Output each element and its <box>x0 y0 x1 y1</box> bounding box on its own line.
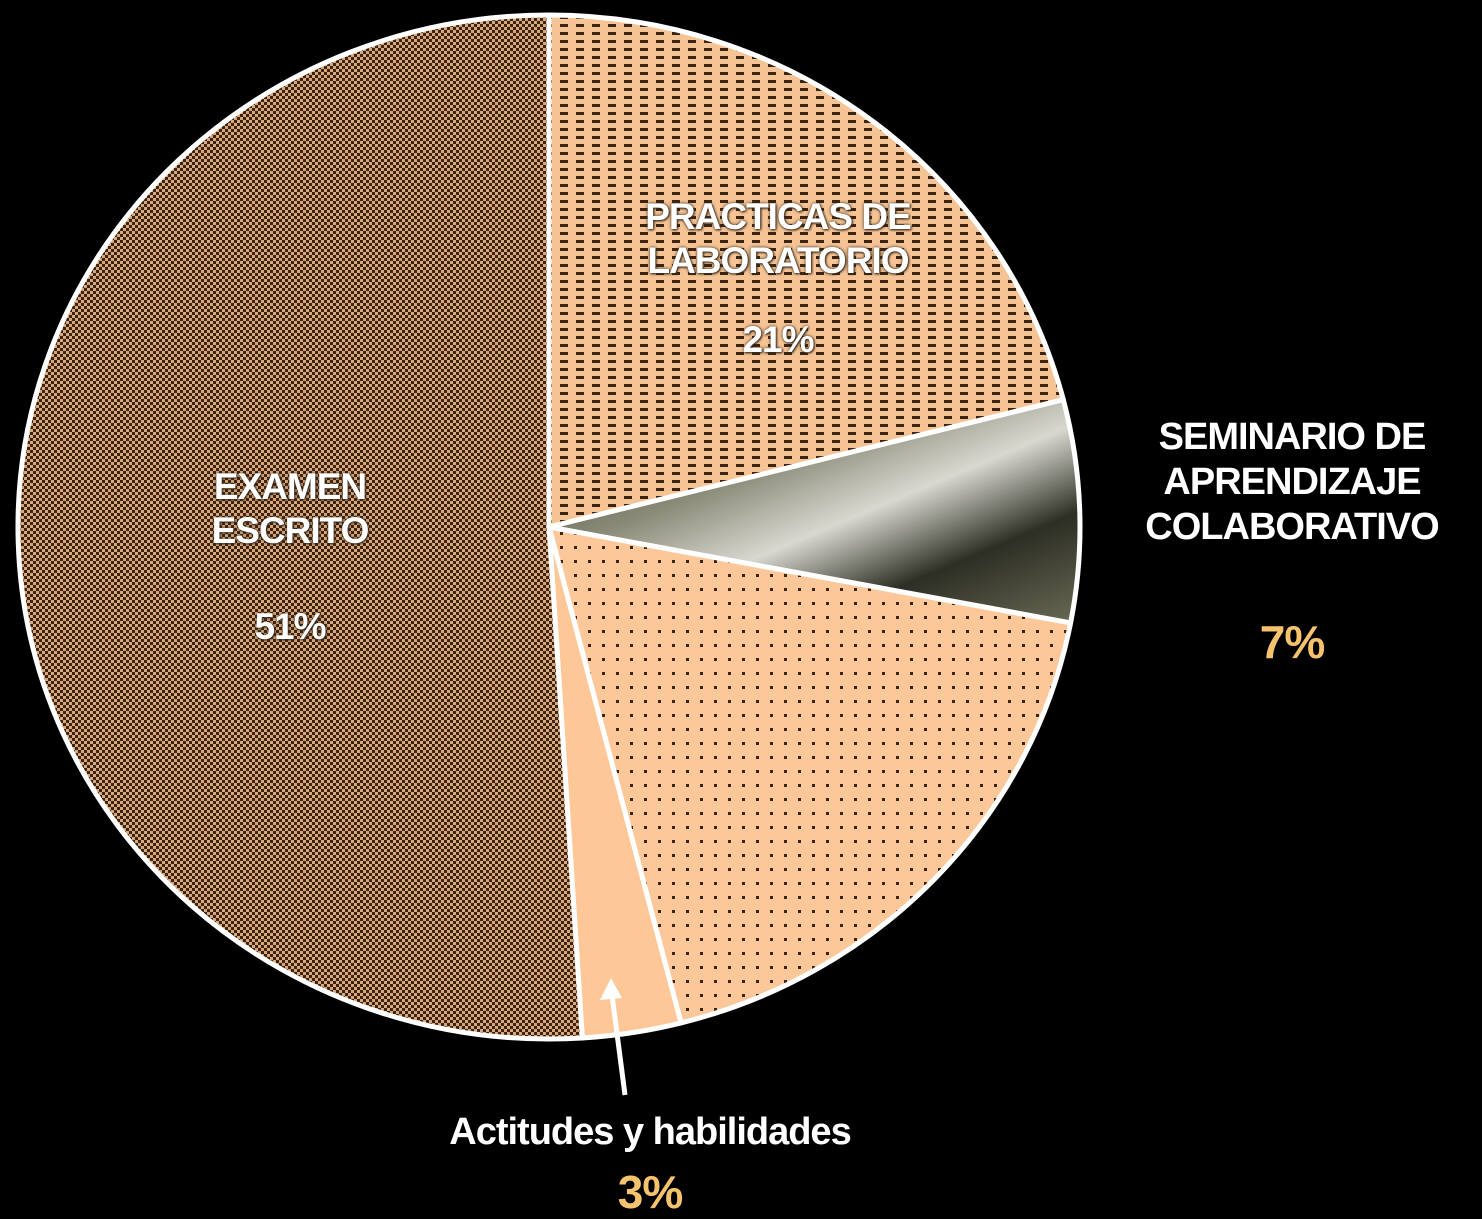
slice-value-label: 3% <box>618 1165 682 1219</box>
slice-label: SEMINARIO DE APRENDIZAJE COLABORATIVO <box>1107 415 1477 549</box>
slice-label: EXAMEN ESCRITO <box>185 465 395 552</box>
page: {"chart_data": {"type": "pie", "categori… <box>0 0 1482 1219</box>
slice-label: PRACTICAS DE LABORATORIO <box>613 195 943 282</box>
slice-label: Actitudes y habilidades <box>330 1110 970 1155</box>
slice-value-label: 7% <box>1260 615 1324 669</box>
slice-value-label: 21% <box>742 318 813 362</box>
chart <box>0 0 1482 1219</box>
pie <box>18 15 1080 1039</box>
slice-value-label: 51% <box>254 605 325 649</box>
